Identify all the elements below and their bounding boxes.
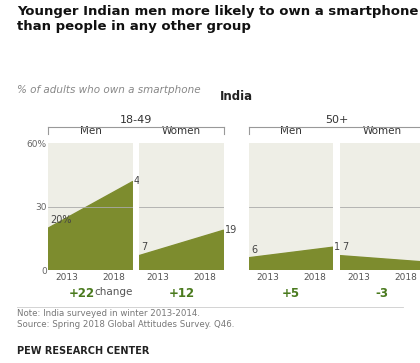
Text: 42: 42	[134, 176, 146, 187]
Text: % of adults who own a smartphone: % of adults who own a smartphone	[17, 85, 200, 95]
Text: 19: 19	[225, 225, 237, 235]
Text: Younger Indian men more likely to own a smartphone
than people in any other grou: Younger Indian men more likely to own a …	[17, 5, 418, 33]
Text: Men: Men	[80, 126, 102, 136]
Text: +5: +5	[282, 287, 300, 300]
Text: 20%: 20%	[51, 215, 72, 225]
Text: Women: Women	[162, 126, 201, 136]
Text: +12: +12	[168, 287, 194, 300]
Polygon shape	[249, 247, 333, 270]
Text: 7: 7	[142, 242, 148, 252]
Text: Women: Women	[362, 126, 402, 136]
Text: 11: 11	[334, 242, 346, 252]
Text: PEW RESEARCH CENTER: PEW RESEARCH CENTER	[17, 346, 149, 356]
Text: India: India	[220, 90, 253, 103]
Text: 50+: 50+	[325, 115, 348, 125]
Text: -3: -3	[375, 287, 389, 300]
Text: Note: India surveyed in winter 2013-2014.
Source: Spring 2018 Global Attitudes S: Note: India surveyed in winter 2013-2014…	[17, 309, 234, 329]
Polygon shape	[139, 230, 223, 270]
Text: 7: 7	[342, 242, 348, 252]
Text: 6: 6	[251, 245, 257, 254]
Text: 18-49: 18-49	[120, 115, 152, 125]
Polygon shape	[340, 256, 420, 270]
Polygon shape	[48, 182, 133, 270]
Text: change: change	[94, 287, 133, 297]
Text: Men: Men	[280, 126, 302, 136]
Text: +22: +22	[69, 287, 95, 300]
